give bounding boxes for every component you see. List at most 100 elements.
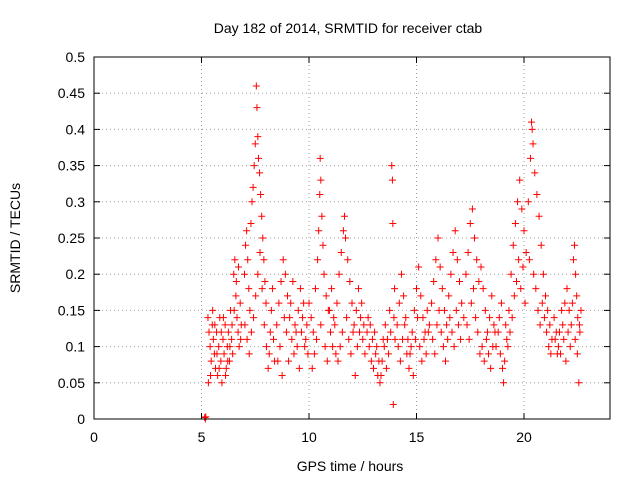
data-point bbox=[387, 328, 395, 336]
data-point bbox=[235, 343, 243, 351]
data-point bbox=[447, 270, 455, 278]
data-point bbox=[454, 321, 462, 329]
tick-labels: 0 0.05 0.1 0.15 0.2 0.25 0.3 0.35 0.4 0.45 0.5 0 5 10… bbox=[58, 49, 532, 445]
data-point bbox=[544, 306, 552, 314]
data-point bbox=[314, 256, 322, 264]
data-point bbox=[231, 256, 239, 264]
data-point bbox=[213, 350, 221, 358]
data-point bbox=[573, 292, 581, 300]
data-point bbox=[247, 328, 255, 336]
data-point bbox=[481, 306, 489, 314]
data-point bbox=[302, 335, 310, 343]
data-point bbox=[415, 263, 423, 271]
data-point bbox=[504, 343, 512, 351]
data-point bbox=[420, 335, 428, 343]
data-point bbox=[574, 314, 582, 322]
data-point bbox=[512, 277, 520, 285]
data-point bbox=[439, 343, 447, 351]
data-point bbox=[397, 270, 405, 278]
data-point bbox=[206, 343, 214, 351]
data-point bbox=[285, 357, 293, 365]
data-point bbox=[343, 314, 351, 322]
data-point bbox=[339, 227, 347, 235]
y-tick-label: 0 bbox=[77, 411, 85, 427]
data-point bbox=[320, 270, 328, 278]
data-point bbox=[442, 357, 450, 365]
data-point bbox=[516, 176, 524, 184]
data-point bbox=[366, 321, 374, 329]
data-point bbox=[300, 299, 308, 307]
data-point bbox=[260, 256, 268, 264]
data-point bbox=[507, 270, 515, 278]
data-point bbox=[289, 277, 297, 285]
data-point bbox=[308, 364, 316, 372]
data-point bbox=[396, 357, 404, 365]
data-point bbox=[451, 227, 459, 235]
data-point bbox=[246, 306, 254, 314]
data-point bbox=[391, 335, 399, 343]
data-point bbox=[268, 285, 276, 293]
data-point bbox=[359, 335, 367, 343]
data-point bbox=[499, 364, 506, 372]
data-point bbox=[264, 364, 272, 372]
data-point bbox=[357, 314, 365, 322]
data-point bbox=[480, 357, 488, 365]
data-point bbox=[469, 285, 477, 293]
data-point bbox=[391, 285, 399, 293]
data-point bbox=[243, 227, 251, 235]
data-point bbox=[405, 364, 413, 372]
data-point bbox=[501, 357, 509, 365]
data-point bbox=[453, 256, 461, 264]
data-point bbox=[472, 314, 480, 322]
data-point bbox=[204, 314, 212, 322]
data-point bbox=[256, 248, 264, 256]
data-point bbox=[478, 343, 486, 351]
data-point bbox=[353, 343, 361, 351]
data-point bbox=[244, 256, 252, 264]
data-point bbox=[555, 328, 563, 336]
data-point bbox=[500, 379, 508, 387]
data-point bbox=[226, 343, 234, 351]
data-point bbox=[473, 256, 481, 264]
data-point bbox=[322, 292, 330, 300]
data-point bbox=[575, 379, 583, 387]
data-point bbox=[214, 372, 222, 380]
data-point bbox=[363, 328, 371, 336]
data-point bbox=[228, 335, 236, 343]
axis-ticks bbox=[93, 56, 610, 420]
data-point bbox=[536, 321, 544, 329]
data-point bbox=[217, 328, 225, 336]
data-point bbox=[553, 350, 561, 358]
data-point bbox=[370, 364, 377, 372]
data-point bbox=[408, 328, 416, 336]
data-point bbox=[436, 263, 444, 271]
data-point bbox=[277, 277, 285, 285]
data-point bbox=[274, 357, 282, 365]
data-point bbox=[479, 285, 487, 293]
y-tick-label: 0.45 bbox=[58, 85, 85, 101]
data-point bbox=[254, 133, 262, 141]
data-point bbox=[241, 321, 249, 329]
data-point bbox=[258, 285, 266, 293]
data-point bbox=[338, 328, 346, 336]
data-point bbox=[538, 299, 546, 307]
data-point bbox=[254, 270, 262, 278]
data-point bbox=[477, 263, 485, 271]
data-point bbox=[456, 277, 463, 285]
data-point bbox=[497, 299, 505, 307]
data-point bbox=[327, 328, 334, 336]
data-point bbox=[542, 292, 549, 300]
data-point bbox=[543, 328, 551, 336]
data-point bbox=[428, 299, 436, 307]
data-point bbox=[288, 335, 296, 343]
data-point bbox=[414, 314, 422, 322]
data-point bbox=[234, 263, 242, 271]
data-point bbox=[551, 335, 559, 343]
data-point bbox=[446, 314, 454, 322]
data-point bbox=[321, 343, 329, 351]
data-point bbox=[571, 335, 579, 343]
data-point bbox=[390, 314, 398, 322]
data-point bbox=[528, 125, 536, 133]
data-point bbox=[361, 350, 369, 358]
data-point bbox=[389, 401, 397, 409]
